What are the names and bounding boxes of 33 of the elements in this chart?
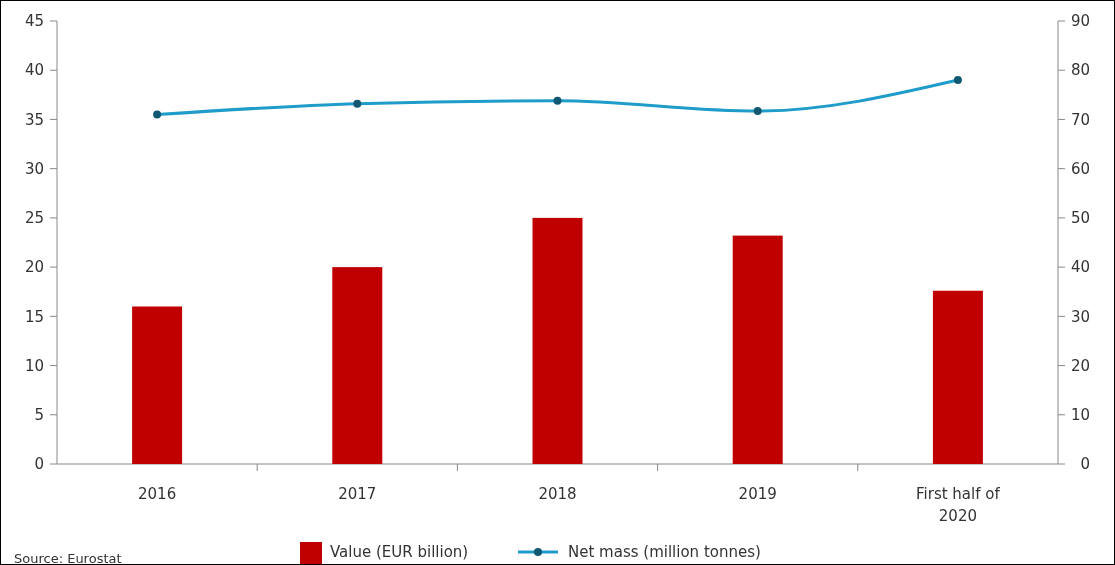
x-tick-label: 2019	[738, 485, 777, 503]
y2-tick-label: 80	[1070, 61, 1090, 80]
y2-tick-label: 60	[1070, 159, 1090, 178]
y2-tick-label: 30	[1070, 307, 1090, 326]
y2-tick-label: 40	[1070, 258, 1090, 277]
x-tick-label: 2018	[538, 485, 577, 503]
y-tick-label: 30	[24, 159, 44, 178]
y2-tick-label: 90	[1070, 12, 1090, 31]
y-tick-label: 5	[34, 406, 44, 425]
bar	[732, 235, 783, 464]
bar	[132, 306, 183, 464]
y2-tick-label: 20	[1070, 356, 1090, 375]
y-tick-label: 15	[24, 307, 44, 326]
y-tick-label: 25	[24, 209, 44, 228]
x-tick-label: 2016	[138, 485, 177, 503]
y-tick-label: 45	[24, 12, 44, 31]
y-tick-label: 40	[24, 61, 44, 80]
y2-tick-label: 0	[1080, 455, 1090, 474]
bar	[532, 217, 583, 464]
x-tick-label: First half of 2020	[916, 485, 1001, 525]
y-tick-label: 35	[24, 110, 44, 129]
y2-tick-label: 10	[1070, 406, 1090, 425]
y-tick-label: 0	[34, 455, 44, 474]
y2-tick-label: 70	[1070, 110, 1090, 129]
y2-tick-label: 50	[1070, 209, 1090, 228]
bar	[332, 267, 383, 464]
x-tick-label: 2017	[338, 485, 377, 503]
y-tick-label: 10	[24, 356, 44, 375]
bar	[932, 290, 983, 464]
legend-label: Value (EUR billion)	[330, 543, 469, 562]
y-tick-label: 20	[24, 258, 44, 277]
legend-label: Net mass (million tonnes)	[568, 543, 761, 562]
source-note: Source: Eurostat	[14, 550, 122, 565]
